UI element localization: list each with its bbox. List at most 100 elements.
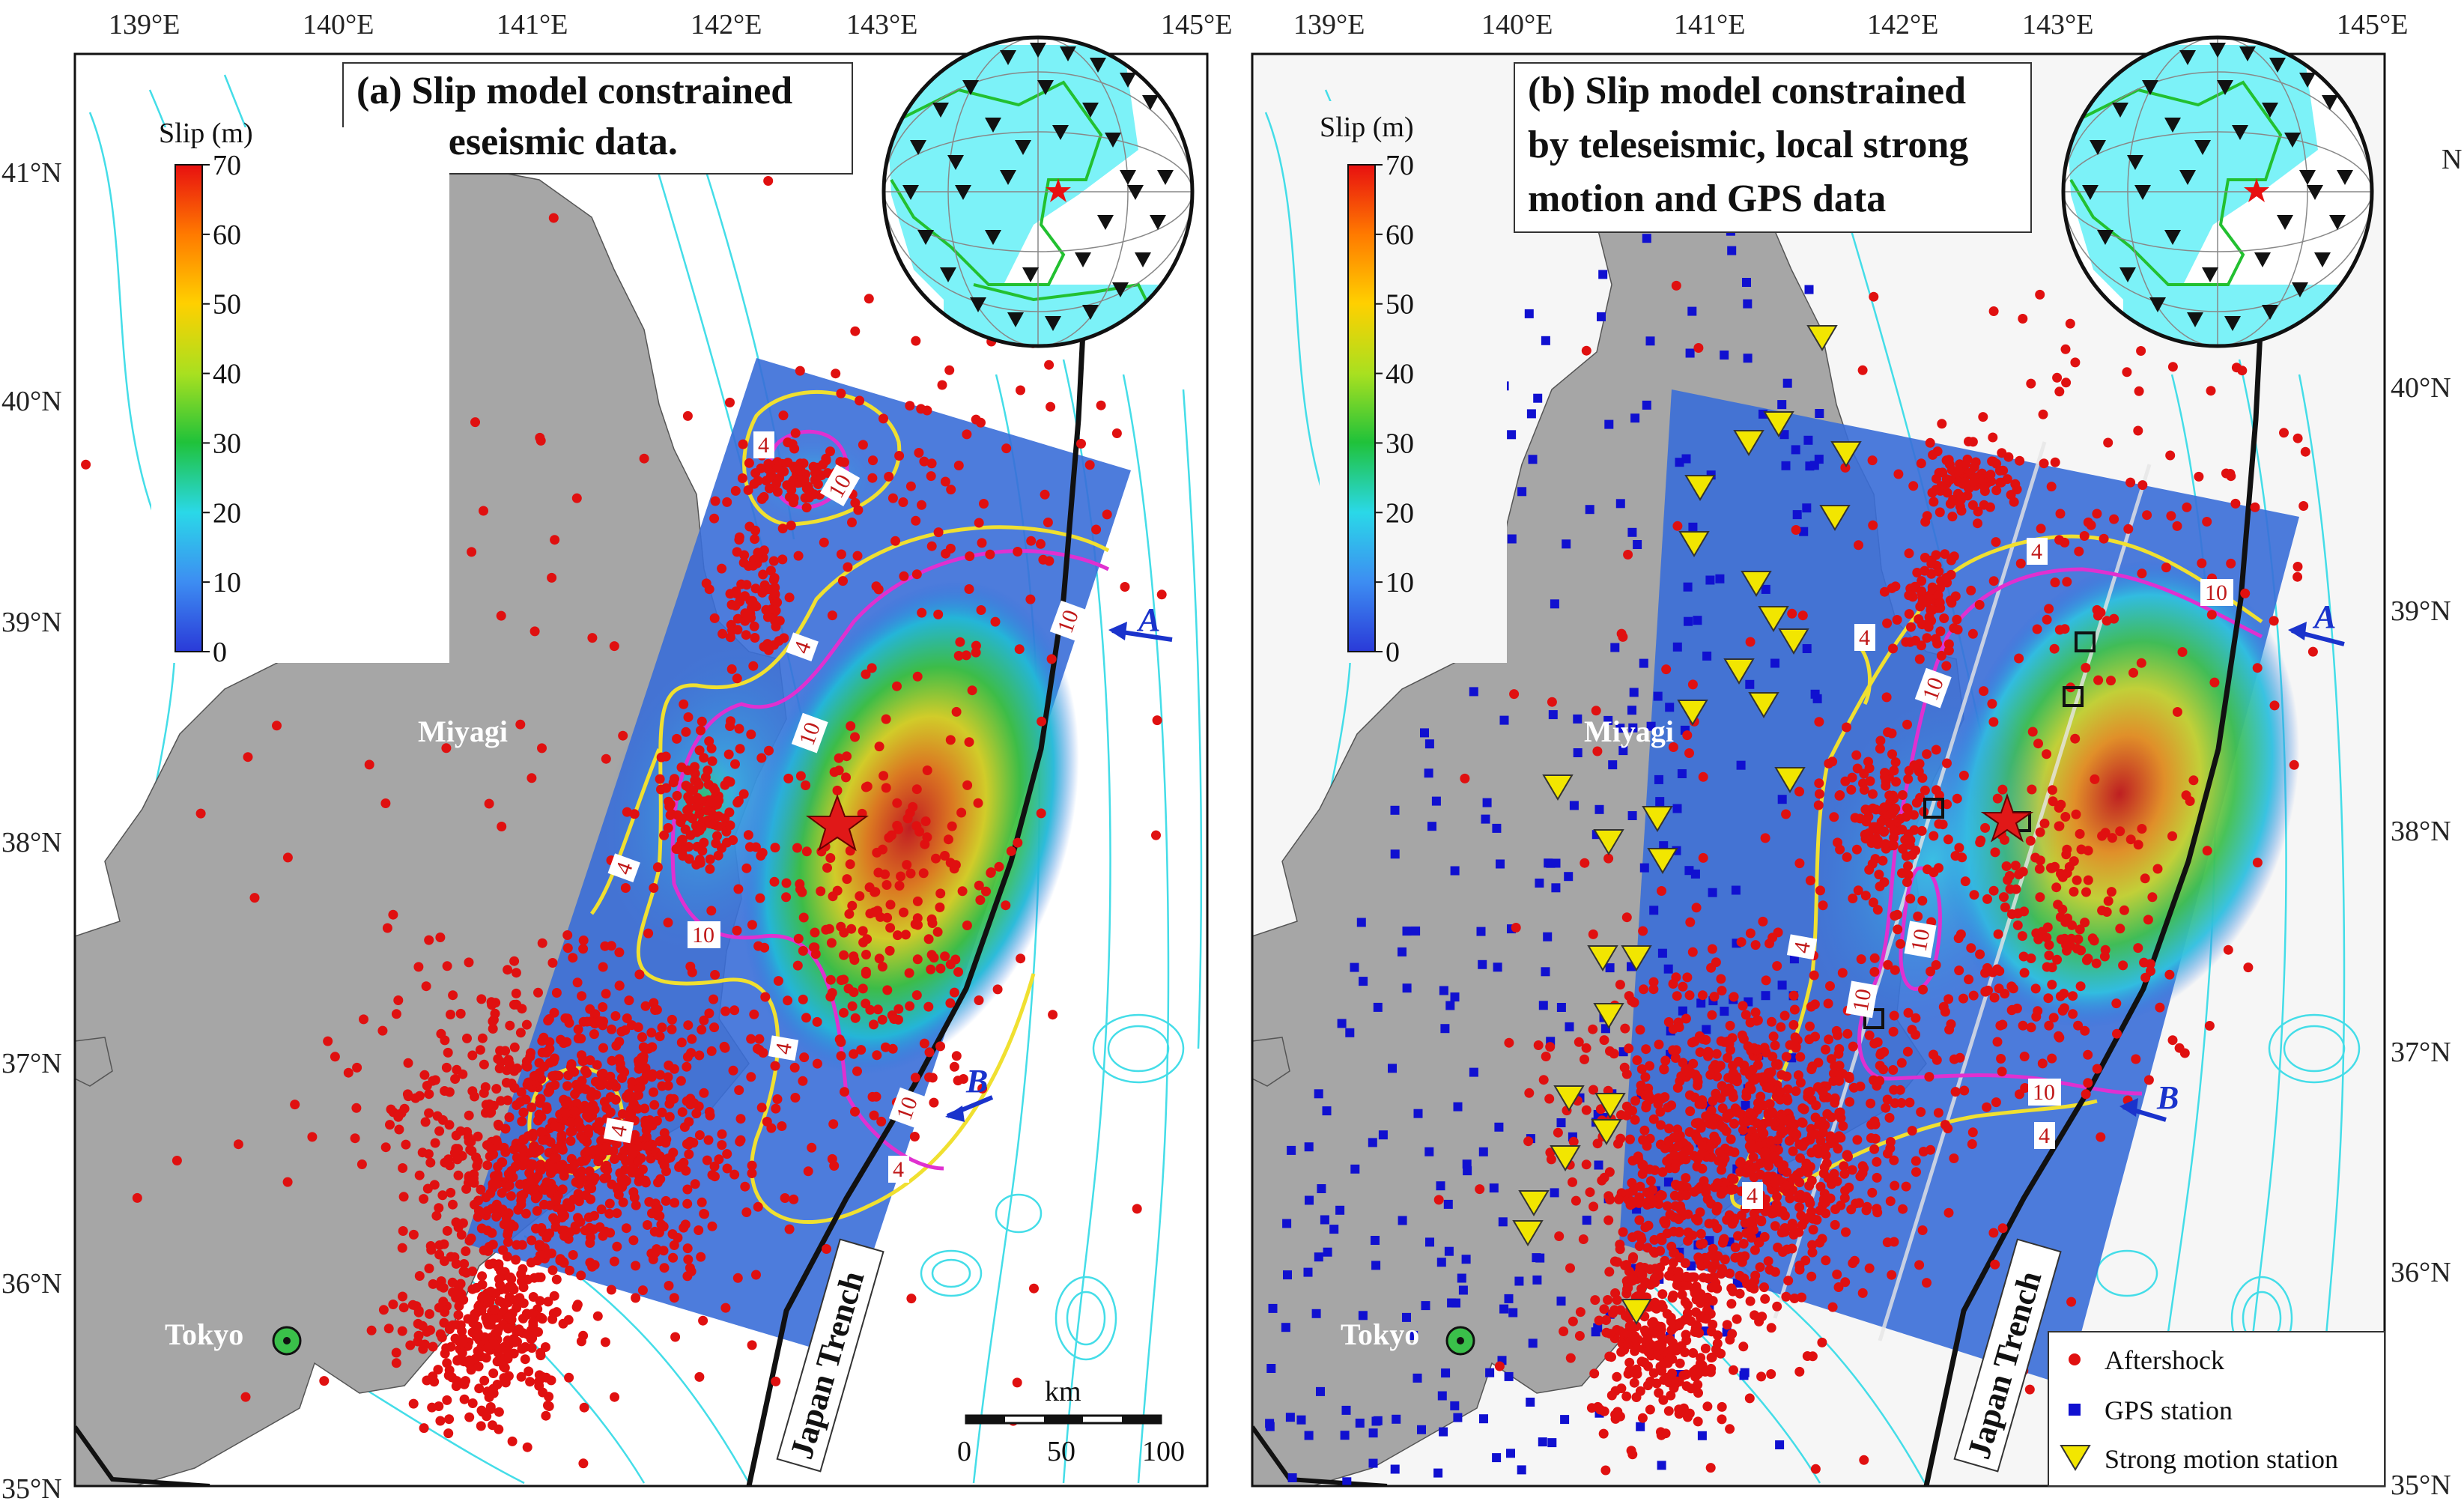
aftershock-point bbox=[763, 458, 774, 469]
aftershock-point bbox=[1568, 1177, 1577, 1187]
seismic-station-marker bbox=[1030, 43, 1046, 58]
aftershock-point bbox=[2292, 571, 2303, 582]
aftershock-point bbox=[801, 846, 812, 857]
aftershock-point bbox=[2134, 386, 2144, 396]
aftershock-point bbox=[473, 1131, 483, 1141]
aftershock-point bbox=[707, 1221, 717, 1231]
svg-text:4: 4 bbox=[606, 1124, 632, 1139]
aftershock-point bbox=[467, 1050, 478, 1061]
aftershock-point bbox=[598, 1002, 608, 1012]
aftershock-point bbox=[628, 1235, 639, 1246]
aftershock-point bbox=[676, 1037, 687, 1048]
aftershock-point bbox=[1980, 968, 1991, 978]
aftershock-point bbox=[685, 1263, 695, 1273]
aftershock-point bbox=[1588, 1201, 1599, 1212]
aftershock-point bbox=[714, 1154, 724, 1165]
aftershock-point bbox=[1938, 1001, 1949, 1012]
aftershock-point bbox=[1684, 1127, 1695, 1137]
aftershock-point bbox=[481, 1108, 491, 1118]
aftershock-point bbox=[738, 557, 749, 568]
aftershock-point bbox=[388, 1300, 398, 1309]
aftershock-point bbox=[962, 921, 972, 930]
aftershock-point bbox=[1802, 1351, 1812, 1361]
aftershock-point bbox=[1755, 1262, 1765, 1273]
aftershock-point bbox=[1896, 939, 1905, 949]
seismic-station-marker bbox=[1052, 125, 1069, 140]
aftershock-point bbox=[1666, 1345, 1676, 1356]
aftershock-point bbox=[741, 1207, 752, 1217]
aftershock-point bbox=[1749, 1208, 1759, 1219]
aftershock-point bbox=[407, 1300, 418, 1310]
gps-station-marker bbox=[1693, 616, 1702, 625]
aftershock-point bbox=[783, 995, 793, 1006]
aftershock-point bbox=[1920, 517, 1931, 527]
aftershock-point bbox=[485, 1404, 496, 1414]
aftershocks bbox=[81, 176, 1171, 1469]
aftershock-point bbox=[640, 1115, 651, 1126]
aftershock-point bbox=[2050, 457, 2060, 467]
aftershock-point bbox=[2167, 362, 2178, 372]
aftershock-point bbox=[703, 1135, 714, 1145]
aftershock-point bbox=[1554, 1231, 1565, 1241]
aftershock-point bbox=[488, 1016, 498, 1027]
gps-station-marker bbox=[1799, 527, 1809, 536]
seismic-station-marker bbox=[947, 155, 964, 170]
aftershock-point bbox=[461, 1376, 470, 1386]
aftershock-point bbox=[869, 1019, 879, 1030]
aftershock-point bbox=[2071, 809, 2081, 819]
aftershock-point bbox=[1989, 992, 2000, 1003]
aftershock-point bbox=[899, 907, 908, 918]
aftershock-point bbox=[619, 1067, 630, 1077]
strong-motion-marker bbox=[1684, 475, 1716, 501]
aftershock-point bbox=[777, 1121, 787, 1131]
gps-station-marker bbox=[1323, 1247, 1332, 1257]
aftershock-point bbox=[1719, 1234, 1729, 1244]
gps-station-marker bbox=[1528, 455, 1538, 464]
aftershock-point bbox=[492, 1327, 503, 1338]
strong-motion-marker bbox=[1678, 531, 1710, 557]
gps-station-marker bbox=[1504, 1371, 1514, 1381]
gps-station-marker bbox=[1390, 805, 1400, 815]
gps-station-marker bbox=[1627, 811, 1637, 820]
aftershock-point bbox=[1796, 1210, 1806, 1221]
aftershock-point bbox=[458, 1267, 469, 1277]
aftershock-point bbox=[1592, 1138, 1603, 1149]
aftershock-point bbox=[1623, 550, 1633, 560]
aftershock-point bbox=[1875, 882, 1885, 891]
aftershock-point bbox=[1927, 605, 1937, 615]
aftershock-point bbox=[1711, 1135, 1721, 1145]
aftershock-point bbox=[535, 1296, 545, 1306]
aftershock-point bbox=[852, 551, 863, 561]
aftershock-point bbox=[682, 1052, 693, 1062]
aftershock-point bbox=[2026, 953, 2036, 963]
aftershock-point bbox=[2038, 409, 2048, 419]
aftershock-point bbox=[1736, 1210, 1747, 1221]
aftershock-point bbox=[787, 476, 798, 487]
aftershock-point bbox=[1791, 525, 1801, 535]
aftershock-point bbox=[526, 1258, 536, 1268]
aftershock-point bbox=[458, 1338, 468, 1348]
aftershock-point bbox=[1681, 1271, 1692, 1282]
aftershock-point bbox=[413, 1330, 424, 1341]
aftershock-point bbox=[1670, 1201, 1681, 1211]
aftershock-point bbox=[1756, 1216, 1767, 1227]
aftershock-point bbox=[946, 485, 956, 495]
svg-text:(b) Slip model constrained: (b) Slip model constrained bbox=[1528, 70, 1966, 112]
aftershock-point bbox=[976, 605, 986, 615]
aftershock-point bbox=[670, 1332, 681, 1342]
aftershock-point bbox=[405, 1340, 416, 1350]
aftershock-point bbox=[780, 1193, 790, 1203]
aftershock-point bbox=[1641, 1103, 1651, 1113]
aftershock-point bbox=[1772, 1192, 1782, 1202]
aftershock-point bbox=[1934, 819, 1944, 829]
aftershock-point bbox=[2300, 446, 2310, 457]
aftershock-point bbox=[1906, 622, 1916, 632]
strong-motion-marker bbox=[1621, 1299, 1652, 1325]
aftershock-point bbox=[911, 990, 922, 1001]
aftershock-point bbox=[2167, 1035, 2178, 1046]
aftershock-point bbox=[1533, 1040, 1544, 1050]
aftershock-point bbox=[1612, 1295, 1622, 1306]
gps-station-marker bbox=[1499, 715, 1509, 725]
aftershock-point bbox=[1823, 998, 1833, 1009]
